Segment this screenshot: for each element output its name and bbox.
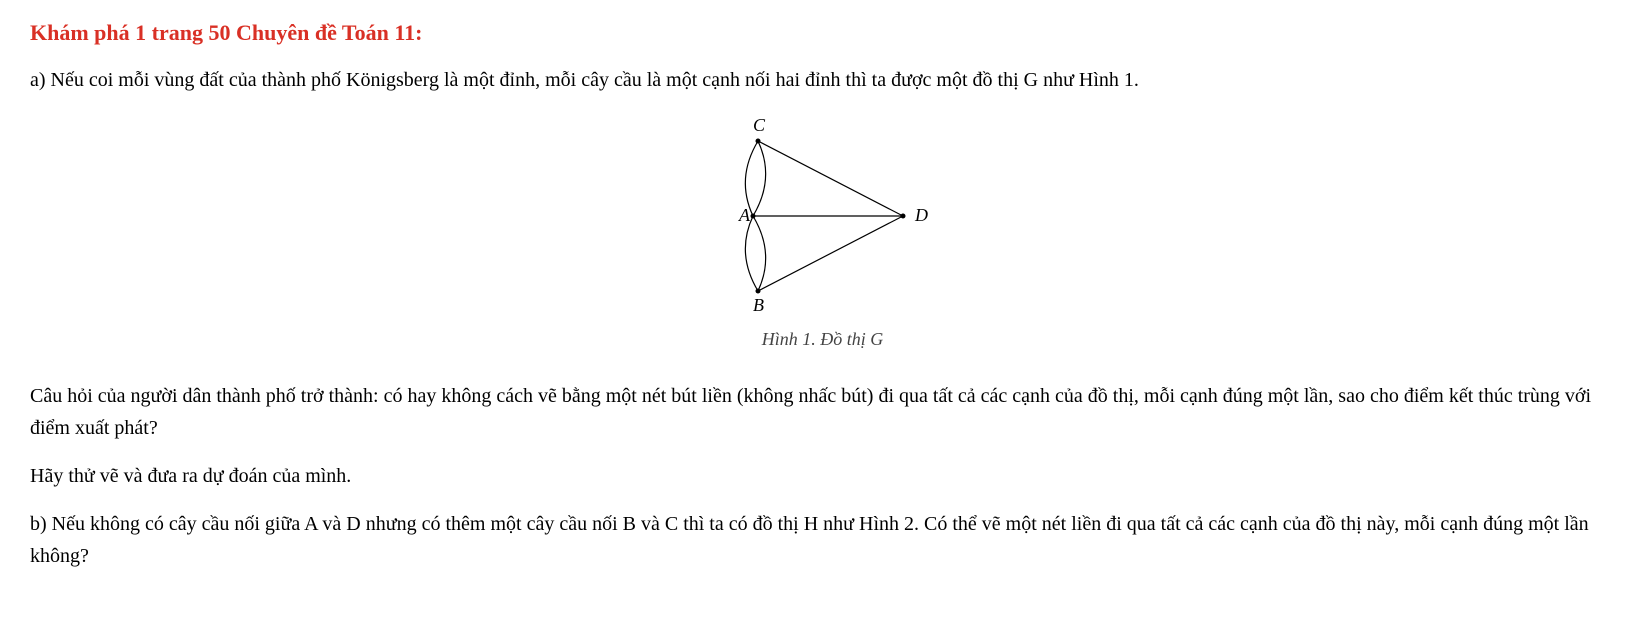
- paragraph-b: b) Nếu không có cây cầu nối giữa A và D …: [30, 508, 1615, 572]
- paragraph-a: a) Nếu coi mỗi vùng đất của thành phố Kö…: [30, 64, 1615, 96]
- paragraph-question: Câu hỏi của người dân thành phố trở thàn…: [30, 380, 1615, 444]
- page-title: Khám phá 1 trang 50 Chuyên đề Toán 11:: [30, 20, 1615, 46]
- svg-text:B: B: [753, 295, 764, 315]
- paragraph-try: Hãy thử vẽ và đưa ra dự đoán của mình.: [30, 460, 1615, 492]
- figure-1: A B C D Hình 1. Đồ thị G: [30, 116, 1615, 350]
- graph-g-svg: A B C D: [703, 116, 943, 316]
- svg-text:C: C: [753, 116, 766, 135]
- figure-caption: Hình 1. Đồ thị G: [30, 329, 1615, 350]
- svg-text:A: A: [738, 205, 751, 225]
- svg-text:D: D: [914, 205, 928, 225]
